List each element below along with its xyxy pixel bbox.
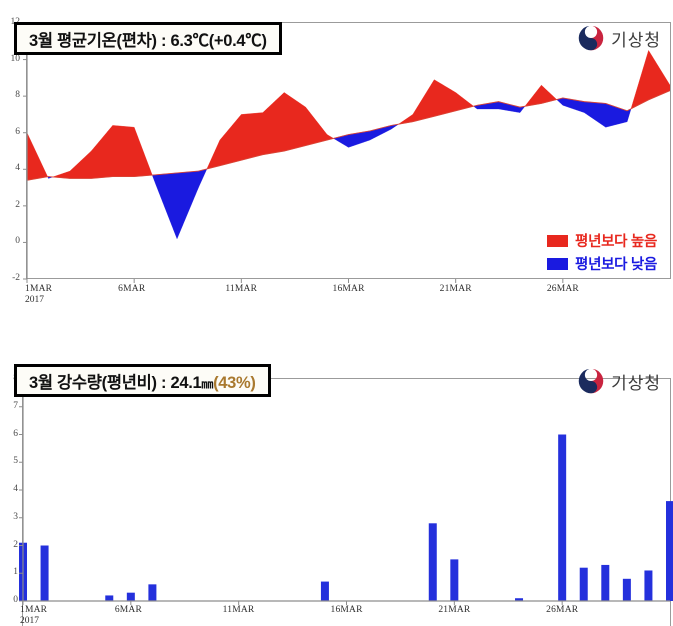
kma-logo-label: 기상청 xyxy=(611,30,661,50)
precipitation-x-tick-label: 16MAR xyxy=(330,605,363,615)
precipitation-y-tick-label: 5 xyxy=(13,456,18,467)
temperature-x-tick-label: 26MAR xyxy=(546,284,579,294)
precipitation-bar xyxy=(644,570,653,601)
legend-label-below-normal: 평년보다 낮음 xyxy=(575,257,657,273)
red-square-icon xyxy=(547,234,569,247)
legend-label-above-normal: 평년보다 높음 xyxy=(575,234,657,250)
precipitation-bar xyxy=(579,567,588,601)
temperature-title-box: 3월 평균기온(편차) : 6.3℃(+0.4℃) xyxy=(14,22,282,55)
precipitation-y-tick-label: 6 xyxy=(13,428,18,439)
legend-item-below-normal: 평년보다 낮음 xyxy=(547,253,657,274)
precipitation-bar xyxy=(105,595,114,601)
kma-logo-precipitation: 기상청 xyxy=(577,367,661,395)
precipitation-y-tick-label: 2 xyxy=(13,539,18,550)
kma-logo-temperature: 기상청 xyxy=(577,24,661,52)
kma-taegeuk-logo-icon xyxy=(578,25,604,51)
temperature-x-tick-label: 11MAR xyxy=(225,284,258,294)
precipitation-bar xyxy=(515,598,524,601)
precipitation-title-box: 3월 강수량(평년비) : 24.1㎜(43%) xyxy=(14,364,271,397)
kma-taegeuk-logo-icon xyxy=(578,368,604,394)
precipitation-title-prefix: 3월 강수량(평년비) : xyxy=(29,373,171,392)
temperature-legend: 평년보다 높음 평년보다 낮음 xyxy=(547,230,657,276)
precipitation-bar xyxy=(428,523,437,601)
temperature-y-tick-label: 0 xyxy=(15,236,20,247)
precipitation-bar xyxy=(622,578,631,601)
kma-logo-label: 기상청 xyxy=(611,373,661,393)
precipitation-x-sublabel-year: 2017 xyxy=(20,616,39,626)
precipitation-y-tick-label: 4 xyxy=(13,484,18,494)
temperature-x-tick-label: 6MAR xyxy=(118,284,146,294)
precipitation-bar xyxy=(40,545,49,601)
precipitation-x-tick-label: 21MAR xyxy=(438,605,471,615)
precipitation-y-tick-label: 3 xyxy=(13,511,18,522)
temperature-y-tick-label: -2 xyxy=(12,273,20,283)
temperature-x-tick-label: 1MAR xyxy=(25,284,53,294)
precipitation-x-tick-label: 11MAR xyxy=(222,605,255,615)
daily-precipitation-bar-chart xyxy=(19,378,673,605)
precipitation-title-value: 24.1 xyxy=(170,373,202,392)
temperature-x-tick-label: 21MAR xyxy=(439,284,472,294)
temperature-title-text: 3월 평균기온(편차) : 6.3℃(+0.4℃) xyxy=(29,31,267,50)
precipitation-x-tick-label: 6MAR xyxy=(114,605,143,615)
precipitation-bar xyxy=(126,592,135,601)
temperature-y-tick-label: 8 xyxy=(15,90,20,101)
precipitation-bar xyxy=(601,564,610,601)
precipitation-chart-panel: 3월 강수량(평년비) : 24.1㎜(43%) 기상청 0123456781M… xyxy=(0,345,673,626)
temperature-x-tick-label: 16MAR xyxy=(332,284,365,294)
temperature-x-sublabel-year: 2017 xyxy=(25,295,44,305)
precipitation-y-tick-label: 0 xyxy=(13,595,18,605)
precipitation-bar xyxy=(450,559,459,602)
precipitation-x-tick-label: 1MAR xyxy=(20,605,48,615)
precipitation-x-tick-label: 26MAR xyxy=(546,605,579,615)
temperature-y-tick-label: 6 xyxy=(15,126,20,137)
precipitation-bar xyxy=(666,501,673,601)
temperature-y-tick-label: 4 xyxy=(15,163,20,174)
precipitation-y-tick-label: 1 xyxy=(13,567,18,578)
precipitation-bar xyxy=(558,434,567,601)
temperature-y-tick-label: 10 xyxy=(10,53,21,64)
precipitation-title-unit: ㎜ xyxy=(201,376,214,391)
temperature-anomaly-area-chart xyxy=(23,22,670,283)
temperature-chart-panel: 3월 평균기온(편차) : 6.3℃(+0.4℃) 기상청 평년보다 높음 평년… xyxy=(10,17,671,305)
precipitation-y-tick-label: 7 xyxy=(13,400,18,411)
precipitation-bar xyxy=(320,581,329,601)
legend-item-above-normal: 평년보다 높음 xyxy=(547,230,657,251)
precipitation-title-text: 3월 강수량(평년비) : 24.1㎜(43%) xyxy=(29,369,256,393)
temperature-y-tick-label: 2 xyxy=(15,199,20,210)
precipitation-title-percent: (43%) xyxy=(213,373,256,392)
precipitation-bar xyxy=(148,584,157,601)
blue-square-icon xyxy=(547,257,569,270)
